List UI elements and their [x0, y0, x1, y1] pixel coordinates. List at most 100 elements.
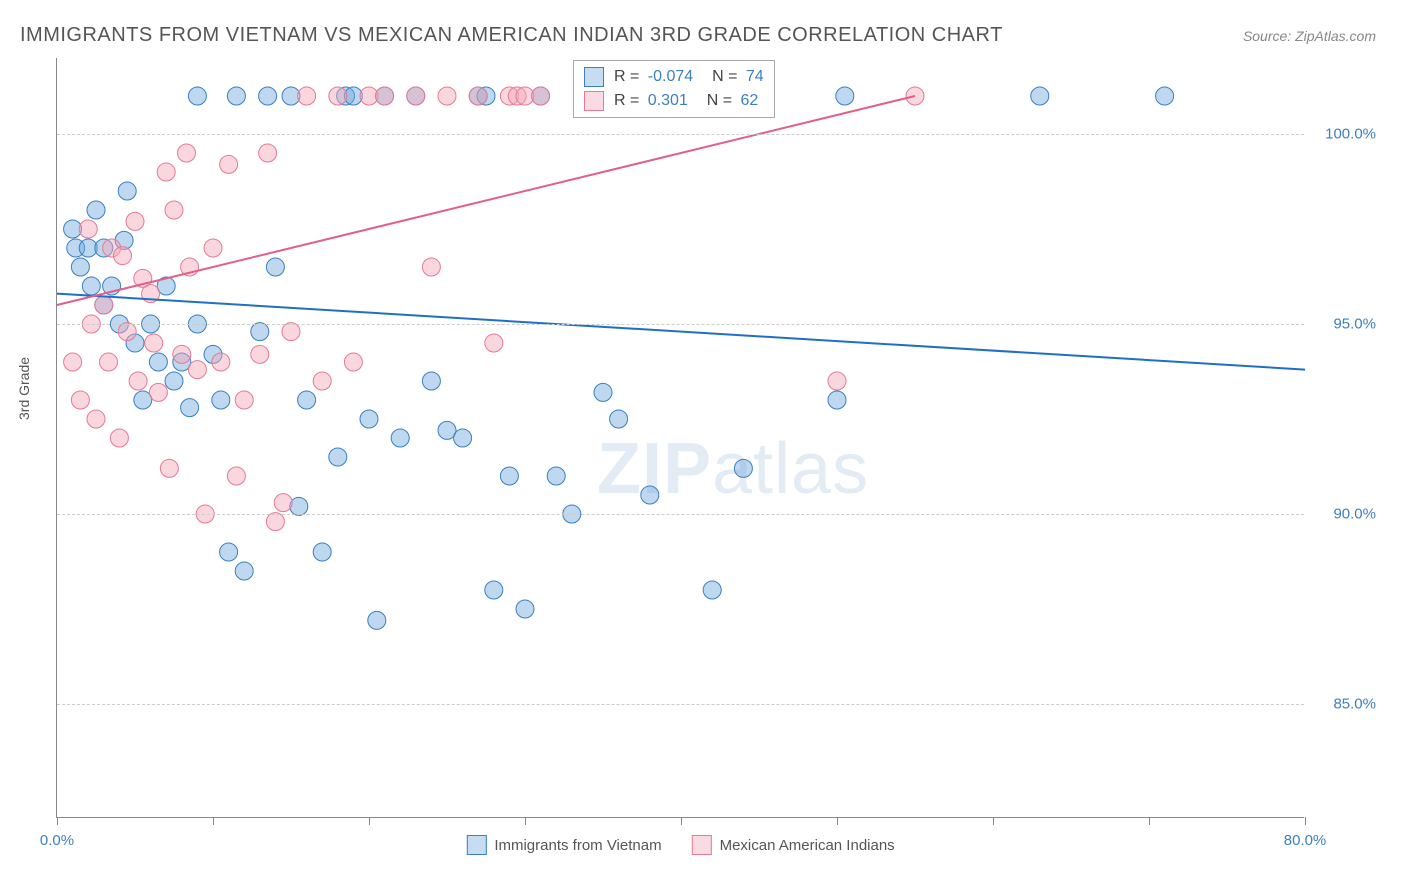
legend-item: Mexican American Indians	[692, 835, 895, 855]
legend-stats-row: R = -0.074 N = 74	[584, 65, 764, 89]
scatter-point	[110, 429, 128, 447]
legend-swatch	[584, 67, 604, 87]
legend-stats-box: R = -0.074 N = 74 R = 0.301 N = 62	[573, 60, 775, 118]
gridline	[57, 134, 1304, 135]
x-tick	[1305, 817, 1306, 825]
scatter-point	[118, 182, 136, 200]
stat-n-value: 62	[741, 92, 759, 109]
scatter-point	[594, 383, 612, 401]
scatter-point	[188, 87, 206, 105]
legend-swatch	[466, 835, 486, 855]
legend-swatch	[584, 91, 604, 111]
scatter-point	[259, 144, 277, 162]
scatter-point	[266, 513, 284, 531]
scatter-point	[251, 345, 269, 363]
gridline	[57, 514, 1304, 515]
scatter-point	[469, 87, 487, 105]
scatter-point	[298, 391, 316, 409]
scatter-point	[485, 581, 503, 599]
scatter-point	[220, 543, 238, 561]
gridline	[57, 324, 1304, 325]
chart-title: IMMIGRANTS FROM VIETNAM VS MEXICAN AMERI…	[20, 24, 1003, 47]
scatter-point	[177, 144, 195, 162]
y-tick-label: 85.0%	[1333, 696, 1376, 713]
x-tick	[213, 817, 214, 825]
stat-n-label: N = 74	[703, 68, 763, 86]
stat-n-label: N = 62	[698, 92, 758, 110]
scatter-point	[290, 497, 308, 515]
scatter-point	[160, 459, 178, 477]
source-attribution: Source: ZipAtlas.com	[1243, 28, 1376, 44]
scatter-point	[118, 323, 136, 341]
scatter-point	[129, 372, 147, 390]
scatter-point	[454, 429, 472, 447]
scatter-point	[87, 201, 105, 219]
y-tick-label: 95.0%	[1333, 316, 1376, 333]
scatter-point	[532, 87, 550, 105]
scatter-point	[259, 87, 277, 105]
gridline	[57, 704, 1304, 705]
regression-line	[57, 294, 1305, 370]
scatter-point	[516, 600, 534, 618]
scatter-point	[828, 372, 846, 390]
y-tick-label: 90.0%	[1333, 506, 1376, 523]
scatter-point	[836, 87, 854, 105]
scatter-point	[71, 258, 89, 276]
scatter-point	[282, 323, 300, 341]
scatter-point	[1031, 87, 1049, 105]
scatter-point	[95, 296, 113, 314]
scatter-point	[87, 410, 105, 428]
stat-r-value: -0.074	[648, 68, 693, 85]
scatter-point	[329, 448, 347, 466]
scatter-point	[344, 353, 362, 371]
stat-r-label: R = -0.074	[614, 68, 693, 86]
scatter-point	[149, 353, 167, 371]
scatter-point	[157, 163, 175, 181]
x-tick	[837, 817, 838, 825]
scatter-point	[703, 581, 721, 599]
scatter-point	[828, 391, 846, 409]
scatter-point	[1156, 87, 1174, 105]
scatter-point	[149, 383, 167, 401]
scatter-point	[212, 353, 230, 371]
scatter-point	[126, 212, 144, 230]
scatter-point	[173, 345, 191, 363]
scatter-point	[235, 391, 253, 409]
x-tick-label: 0.0%	[40, 832, 74, 849]
x-tick-label: 80.0%	[1284, 832, 1327, 849]
scatter-point	[227, 87, 245, 105]
scatter-point	[500, 467, 518, 485]
scatter-point	[99, 353, 117, 371]
scatter-point	[188, 361, 206, 379]
scatter-point	[610, 410, 628, 428]
scatter-point	[212, 391, 230, 409]
scatter-point	[298, 87, 316, 105]
scatter-point	[329, 87, 347, 105]
scatter-point	[165, 372, 183, 390]
x-tick	[681, 817, 682, 825]
scatter-point	[204, 239, 222, 257]
legend-label: Mexican American Indians	[720, 837, 895, 854]
scatter-point	[82, 277, 100, 295]
y-tick-label: 100.0%	[1325, 126, 1376, 143]
legend-item: Immigrants from Vietnam	[466, 835, 661, 855]
x-tick	[525, 817, 526, 825]
y-axis-label: 3rd Grade	[16, 357, 32, 420]
x-tick	[1149, 817, 1150, 825]
legend-swatch	[692, 835, 712, 855]
scatter-point	[547, 467, 565, 485]
x-tick	[57, 817, 58, 825]
stat-r-label: R = 0.301	[614, 92, 688, 110]
scatter-point	[220, 155, 238, 173]
scatter-point	[235, 562, 253, 580]
scatter-point	[227, 467, 245, 485]
scatter-point	[485, 334, 503, 352]
chart-plot-area: ZIPatlas R = -0.074 N = 74R = 0.301 N = …	[56, 58, 1304, 818]
scatter-point	[251, 323, 269, 341]
scatter-point	[79, 220, 97, 238]
scatter-point	[313, 543, 331, 561]
scatter-point	[438, 87, 456, 105]
scatter-point	[181, 399, 199, 417]
scatter-point	[734, 459, 752, 477]
scatter-point	[376, 87, 394, 105]
